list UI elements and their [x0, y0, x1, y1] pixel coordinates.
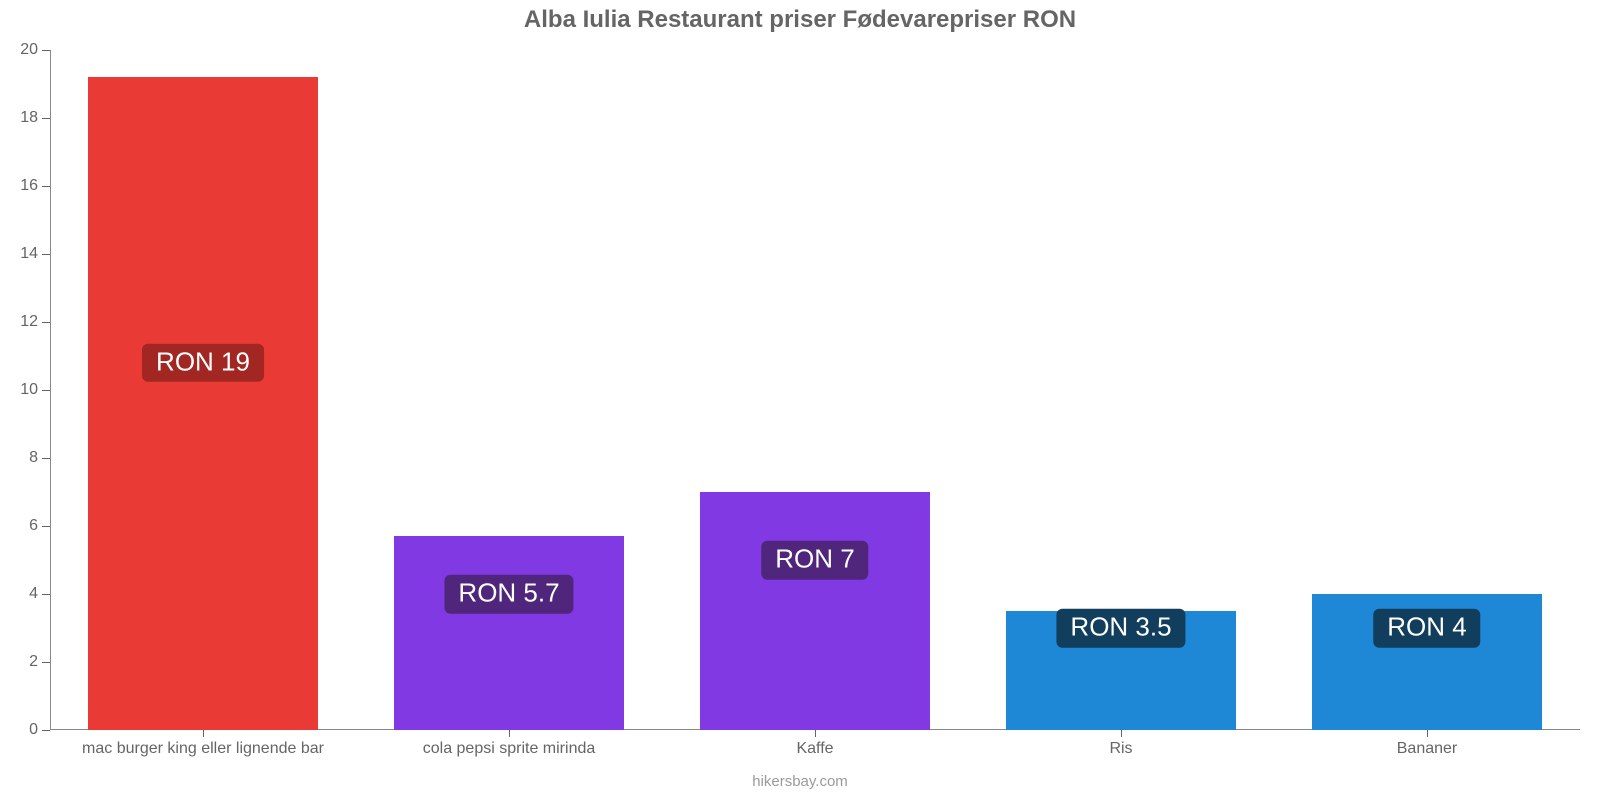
bar: [700, 492, 930, 730]
y-tick-label: 20: [20, 41, 50, 59]
y-tick-label: 18: [20, 109, 50, 127]
x-tick-label: Bananer: [1397, 730, 1458, 758]
y-tick-label: 14: [20, 245, 50, 263]
chart-container: Alba Iulia Restaurant priser Fødevarepri…: [0, 0, 1600, 800]
plot-area: RON 19RON 5.7RON 7RON 3.5RON 4 024681012…: [50, 50, 1580, 730]
value-badge: RON 19: [142, 344, 264, 383]
y-tick-label: 6: [29, 517, 50, 535]
y-tick-label: 0: [29, 721, 50, 739]
y-tick-label: 12: [20, 313, 50, 331]
y-tick-label: 10: [20, 381, 50, 399]
y-tick-label: 2: [29, 653, 50, 671]
bar: [394, 536, 624, 730]
value-badge: RON 4: [1373, 609, 1480, 648]
chart-title: Alba Iulia Restaurant priser Fødevarepri…: [0, 6, 1600, 34]
x-tick-label: mac burger king eller lignende bar: [82, 730, 324, 758]
y-tick-label: 4: [29, 585, 50, 603]
x-tick-label: cola pepsi sprite mirinda: [423, 730, 596, 758]
x-tick-label: Kaffe: [796, 730, 833, 758]
y-tick-label: 16: [20, 177, 50, 195]
value-badge: RON 3.5: [1056, 609, 1185, 648]
value-badge: RON 7: [761, 541, 868, 580]
x-tick-label: Ris: [1109, 730, 1132, 758]
credit-text: hikersbay.com: [0, 773, 1600, 790]
bars-layer: RON 19 RON 5.7 RON 7 RON 3.5 RON 4: [50, 50, 1580, 730]
y-tick-label: 8: [29, 449, 50, 467]
value-badge: RON 5.7: [444, 575, 573, 614]
bar: [88, 77, 318, 730]
